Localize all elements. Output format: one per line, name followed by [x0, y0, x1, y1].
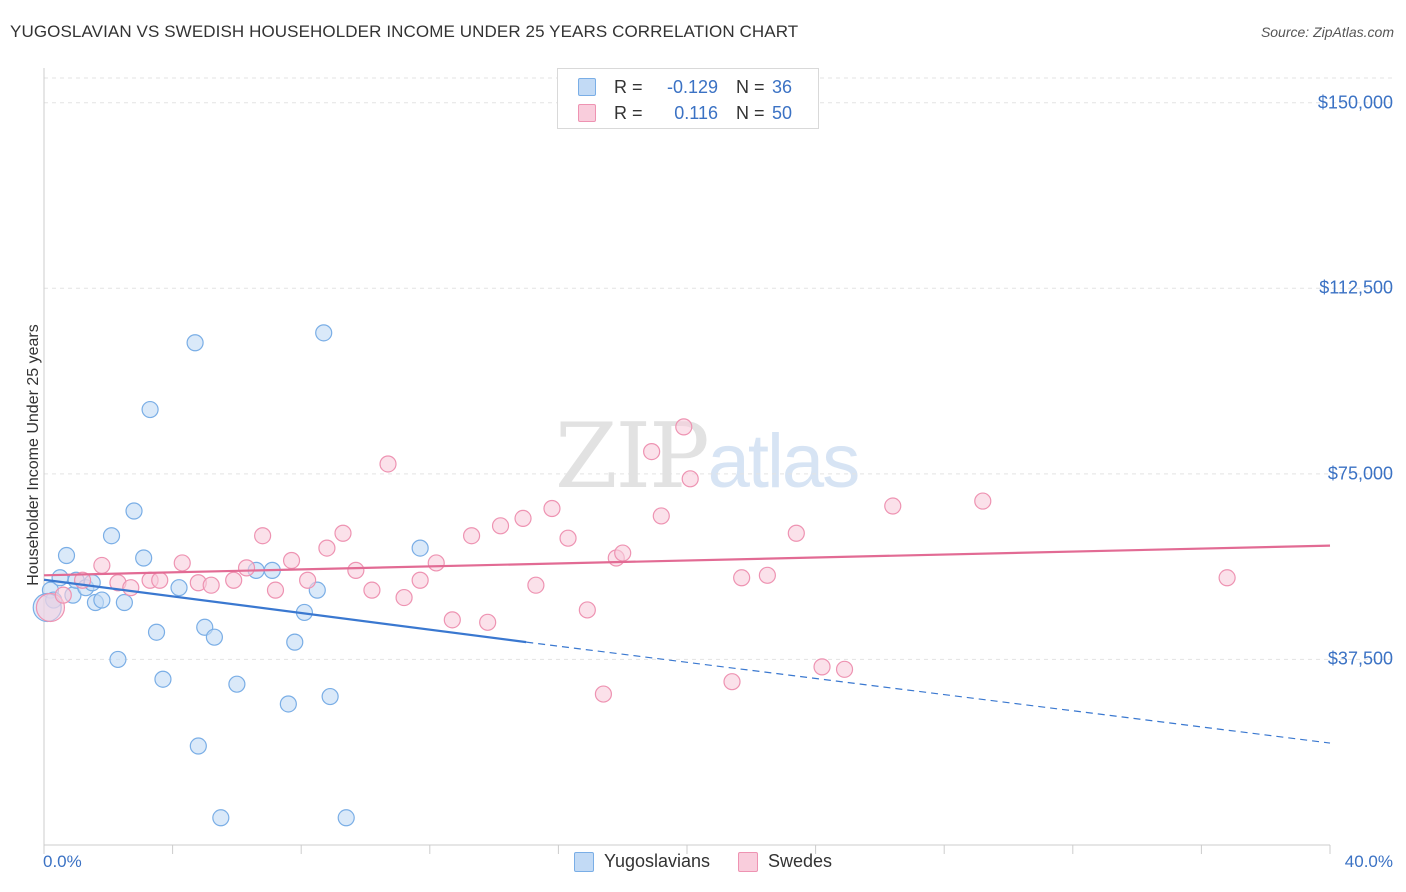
legend-label-yugoslavians: Yugoslavians	[603, 851, 711, 871]
trend-line-swedes	[43, 544, 1331, 577]
point-swedes-31	[543, 499, 561, 518]
point-yugoslavians-15	[141, 400, 159, 419]
point-swedes-15	[282, 551, 301, 570]
point-swedes-11	[225, 571, 243, 589]
point-swedes-8	[173, 554, 191, 572]
point-yugoslavians-10	[102, 527, 121, 545]
point-swedes-12	[237, 559, 256, 577]
point-swedes-34	[594, 685, 613, 703]
point-yugoslavians-11	[109, 650, 127, 669]
point-swedes-3	[93, 556, 111, 575]
point-swedes-45	[813, 658, 831, 676]
point-yugoslavians-31	[315, 324, 333, 342]
point-swedes-29	[514, 509, 532, 528]
point-swedes-47	[884, 497, 902, 515]
point-swedes-18	[334, 524, 352, 542]
point-swedes-43	[758, 566, 776, 584]
y-tick-label: $37,500	[1327, 648, 1393, 669]
source-label: Source: ZipAtlas.com	[1260, 24, 1394, 40]
stats-n-value: 50	[772, 102, 793, 123]
point-swedes-25	[443, 611, 461, 629]
stats-row-yugoslavians: R = -0.129 N = 36	[578, 75, 792, 99]
stats-box: R = -0.129 N = 36 R = 0.116 N = 50	[557, 68, 819, 129]
legend-swatch-swedes	[738, 851, 759, 872]
stats-r-value: -0.129	[666, 76, 718, 97]
point-swedes-24	[427, 554, 445, 572]
y-axis-label: Householder Income Under 25 years	[25, 324, 42, 586]
point-swedes-20	[363, 581, 381, 599]
point-yugoslavians-24	[228, 675, 246, 693]
point-swedes-13	[254, 527, 272, 545]
point-yugoslavians-12	[115, 593, 133, 612]
point-yugoslavians-16	[147, 623, 166, 641]
stats-swatch-yugoslavians	[578, 78, 596, 96]
stats-r-value: 0.116	[674, 102, 718, 123]
point-yugoslavians-18	[170, 579, 188, 597]
point-yugoslavians-20	[189, 737, 207, 755]
stats-r-label: R =	[614, 76, 643, 97]
point-yugoslavians-32	[321, 687, 339, 706]
point-swedes-48	[974, 492, 992, 510]
point-swedes-33	[578, 601, 596, 619]
legend-item-swedes[interactable]: Swedes	[738, 851, 832, 872]
point-swedes-44	[787, 524, 805, 542]
point-swedes-32	[559, 529, 577, 547]
y-tick-label: $112,500	[1319, 277, 1393, 298]
point-swedes-10	[202, 576, 220, 594]
point-swedes-41	[723, 673, 741, 691]
point-swedes-21	[379, 455, 397, 473]
point-swedes-28	[491, 517, 510, 535]
point-swedes-17	[318, 539, 336, 557]
point-swedes-40	[681, 470, 699, 488]
point-yugoslavians-34	[411, 539, 429, 557]
legend-swatch-yugoslavians	[573, 851, 594, 872]
point-yugoslavians-33	[337, 809, 355, 827]
point-yugoslavians-9	[93, 591, 111, 609]
stats-row-swedes: R = 0.116 N = 50	[578, 101, 792, 125]
point-swedes-26	[462, 527, 481, 545]
trend-line-extension-yugoslavians	[526, 641, 1331, 744]
point-yugoslavians-13	[125, 502, 143, 520]
x-tick-label-min: 0.0%	[43, 852, 82, 871]
point-swedes-22	[395, 588, 413, 607]
point-swedes-42	[733, 569, 751, 587]
point-swedes-14	[266, 581, 285, 599]
legend-label-swedes: Swedes	[768, 851, 833, 871]
point-yugoslavians-3	[57, 546, 76, 565]
stats-swatch-swedes	[578, 104, 596, 122]
y-tick-label: $150,000	[1317, 92, 1393, 113]
point-yugoslavians-27	[279, 695, 297, 713]
point-swedes-7	[151, 571, 169, 589]
legend: Yugoslavians Swedes	[0, 851, 1406, 872]
trend-line-yugoslavians	[43, 578, 527, 644]
point-yugoslavians-14	[135, 549, 153, 567]
stats-r-label: R =	[614, 102, 643, 123]
point-yugoslavians-17	[154, 670, 172, 688]
stats-n-value: 36	[772, 76, 793, 97]
stats-n-label: N =	[736, 102, 765, 123]
point-swedes-46	[835, 660, 854, 678]
point-swedes-5	[122, 579, 140, 597]
point-swedes-38	[652, 507, 670, 525]
legend-item-yugoslavians[interactable]: Yugoslavians	[573, 851, 711, 872]
point-swedes-30	[527, 576, 545, 594]
point-yugoslavians-19	[186, 334, 204, 352]
point-swedes-1	[54, 586, 72, 604]
chart-title: YUGOSLAVIAN VS SWEDISH HOUSEHOLDER INCOM…	[10, 22, 799, 41]
point-swedes-37	[643, 443, 661, 461]
point-swedes-49	[1218, 569, 1236, 587]
point-yugoslavians-28	[286, 633, 304, 651]
point-yugoslavians-22	[205, 628, 223, 646]
y-tick-label: $75,000	[1327, 463, 1393, 484]
point-swedes-27	[479, 613, 497, 631]
point-swedes-19	[347, 561, 365, 579]
point-swedes-16	[299, 571, 317, 589]
point-swedes-36	[614, 544, 632, 562]
point-swedes-39	[675, 418, 693, 436]
x-tick-label-max: 40.0%	[1344, 852, 1393, 871]
point-swedes-23	[411, 571, 429, 589]
point-yugoslavians-23	[212, 809, 230, 827]
stats-n-label: N =	[736, 76, 765, 97]
